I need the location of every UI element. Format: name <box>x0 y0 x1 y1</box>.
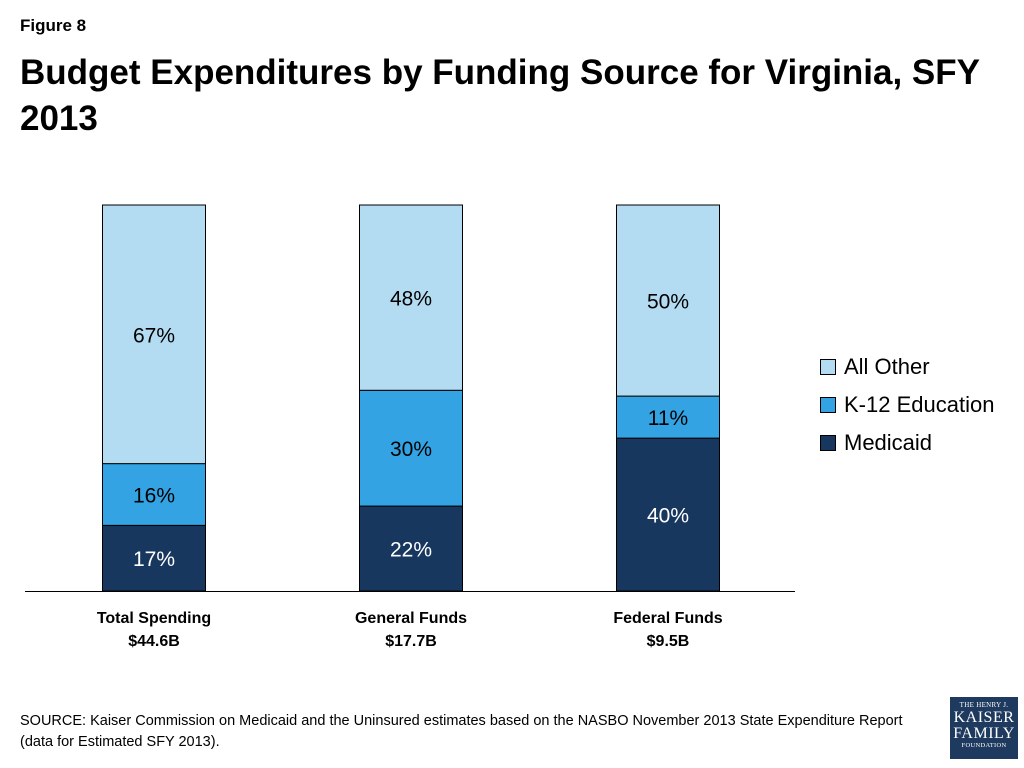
x-tick-label: $9.5B <box>647 633 690 650</box>
x-tick-label: $17.7B <box>385 633 437 650</box>
stacked-bar-chart: 17% 16% 67% Total Spending $44.6B 22% 30% 48% Ge… <box>25 204 795 650</box>
data-label: 11% <box>648 407 688 430</box>
legend-label: All Other <box>844 354 930 379</box>
bar-segment <box>616 437 720 592</box>
data-label: 67% <box>133 324 175 347</box>
legend-item: Medicaid <box>820 424 994 462</box>
data-label: 22% <box>390 539 432 562</box>
x-tick-label: Total Spending <box>97 610 211 627</box>
logo-line-1: THE HENRY J. <box>959 701 1009 709</box>
x-tick-label: $44.6B <box>128 633 180 650</box>
bar-segment <box>359 204 463 391</box>
legend-label: Medicaid <box>844 430 933 455</box>
bar-segment <box>102 524 206 592</box>
data-label: 48% <box>390 288 432 311</box>
figure-label: Figure 8 <box>20 16 87 35</box>
legend-swatch <box>820 359 836 375</box>
logo-line-3: FAMILY <box>953 725 1015 742</box>
source-note: SOURCE: Kaiser Commission on Medicaid an… <box>20 713 903 750</box>
kff-logo: THE HENRY J. KAISER FAMILY FOUNDATION <box>950 697 1018 759</box>
data-label: 16% <box>133 485 175 508</box>
bar-segment <box>359 505 463 592</box>
data-label: 30% <box>390 438 432 461</box>
logo-line-2: KAISER <box>953 709 1015 726</box>
legend-swatch <box>820 435 836 451</box>
x-tick-label: General Funds <box>355 610 467 627</box>
legend-swatch <box>820 397 836 413</box>
bar-segment <box>616 204 720 397</box>
logo-line-4: FOUNDATION <box>961 742 1007 749</box>
data-label: 40% <box>647 505 689 528</box>
chart-legend: All Other K-12 Education Medicaid <box>820 348 994 462</box>
legend-item: K-12 Education <box>820 386 994 424</box>
bar-segment <box>102 204 206 465</box>
x-tick-label: Federal Funds <box>613 610 722 627</box>
data-label: 50% <box>647 291 689 314</box>
legend-label: K-12 Education <box>844 392 995 417</box>
legend-item: All Other <box>820 348 994 386</box>
data-label: 17% <box>133 548 175 571</box>
chart-title: Budget Expenditures by Funding Source fo… <box>20 53 980 138</box>
